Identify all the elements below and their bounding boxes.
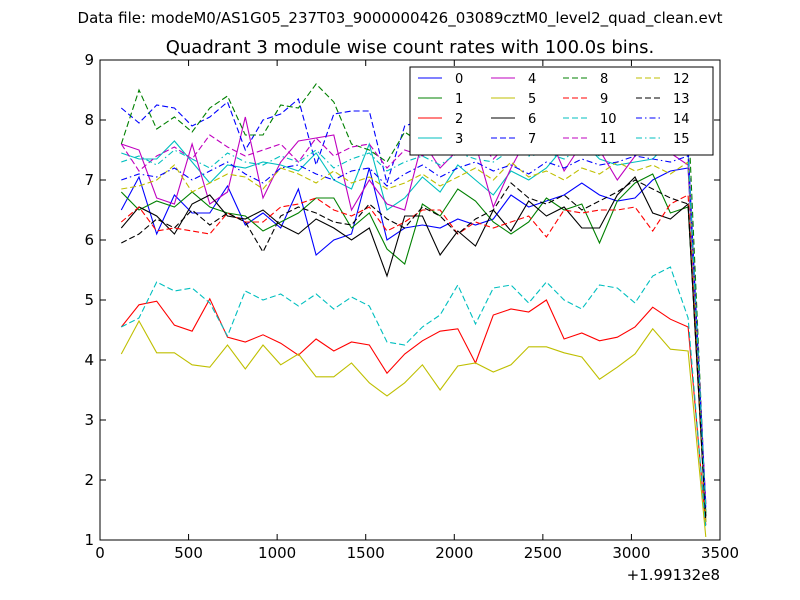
legend-label-4: 4: [528, 72, 536, 87]
x-tick-label: 3000: [612, 544, 650, 562]
chart-title: Quadrant 3 module wise count rates with …: [166, 37, 655, 58]
x-tick-label: 2500: [524, 544, 562, 562]
datafile-caption: Data file: modeM0/AS1G05_237T03_90000004…: [78, 9, 723, 28]
legend-label-1: 1: [455, 92, 463, 107]
x-tick-label: 1500: [347, 544, 385, 562]
legend-label-5: 5: [528, 92, 536, 107]
legend-label-14: 14: [673, 112, 690, 127]
legend-label-0: 0: [455, 72, 463, 87]
legend-label-6: 6: [528, 112, 536, 127]
legend-label-10: 10: [600, 112, 617, 127]
x-tick-label: 3500: [701, 544, 739, 562]
series-line-4: [121, 116, 707, 505]
y-tick-label: 3: [84, 411, 94, 429]
series-line-9: [120, 194, 707, 520]
y-tick-label: 7: [84, 171, 94, 189]
x-tick-label: 1000: [258, 544, 296, 562]
series-line-13: [121, 179, 707, 520]
y-tick-label: 5: [84, 291, 94, 309]
legend-label-15: 15: [673, 132, 690, 147]
legend-label-8: 8: [600, 72, 608, 87]
x-tick-label: 500: [174, 544, 203, 562]
y-tick-label: 2: [84, 471, 94, 489]
legend-box: [409, 66, 714, 156]
y-tick-label: 8: [84, 111, 94, 129]
series-line-2: [120, 297, 707, 526]
legend-label-13: 13: [673, 92, 690, 107]
series-line-12: [121, 160, 707, 523]
legend-label-11: 11: [600, 132, 617, 147]
x-tick-label: 0: [95, 544, 105, 562]
y-tick-label: 9: [84, 51, 94, 69]
series-line-0: [120, 167, 707, 517]
series-line-5: [120, 319, 707, 538]
y-tick-label: 6: [84, 231, 94, 249]
y-tick-label: 4: [84, 351, 94, 369]
series-line-14: [121, 155, 707, 511]
series-line-3: [121, 140, 707, 514]
legend-label-12: 12: [673, 72, 690, 87]
legend-label-3: 3: [455, 132, 463, 147]
x-axis-offset-label: +1.99132e8: [627, 566, 720, 584]
legend-label-2: 2: [455, 112, 463, 127]
y-tick-label: 1: [84, 531, 94, 549]
legend-label-9: 9: [600, 92, 608, 107]
legend-label-7: 7: [528, 132, 536, 147]
series-line-1: [120, 173, 707, 517]
x-tick-label: 2000: [435, 544, 473, 562]
series-line-10: [121, 266, 707, 529]
